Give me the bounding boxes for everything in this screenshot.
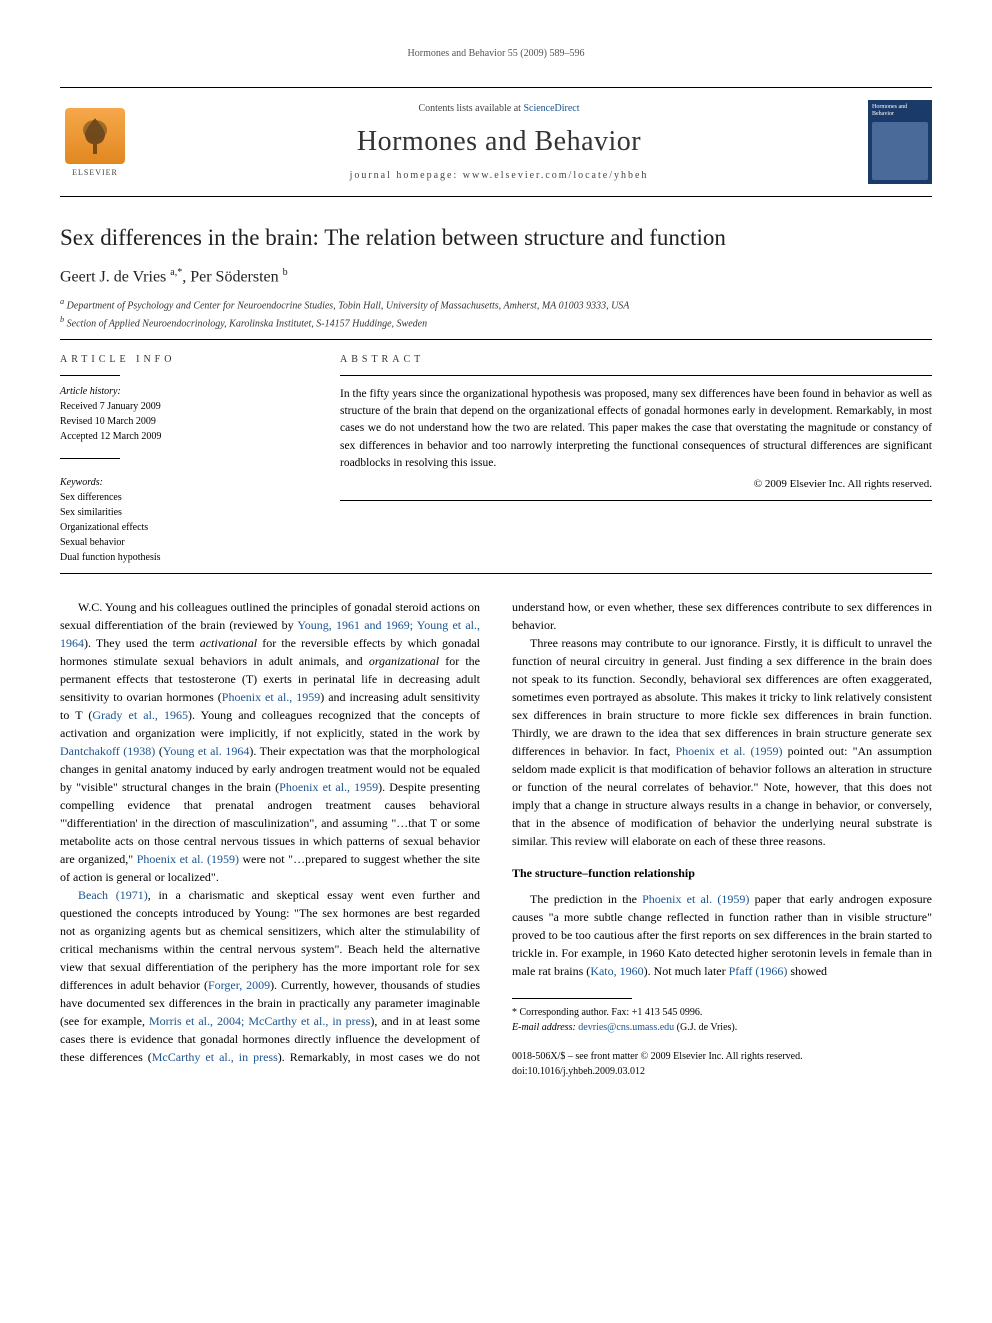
p1b: ). They used the term (84, 636, 200, 650)
contents-available-line: Contents lists available at ScienceDirec… (142, 103, 856, 114)
history-accepted: Accepted 12 March 2009 (60, 429, 300, 444)
abstract-text: In the fifty years since the organizatio… (340, 386, 932, 472)
ref-phoenix-5[interactable]: Phoenix et al. (1959) (642, 892, 749, 906)
keyword-2: Sex similarities (60, 505, 300, 520)
author-2-marks: b (283, 267, 288, 278)
p2a: , in a charismatic and skeptical essay w… (60, 888, 480, 992)
ref-phoenix-3[interactable]: Phoenix et al. (1959) (137, 852, 239, 866)
homepage-label: journal homepage: (350, 170, 463, 181)
homepage-url: www.elsevier.com/locate/yhbeh (463, 170, 649, 181)
p3a: Three reasons may contribute to our igno… (512, 636, 932, 758)
history-received: Received 7 January 2009 (60, 399, 300, 414)
article-info-label: ARTICLE INFO (60, 354, 300, 365)
ref-grady[interactable]: Grady et al., 1965 (92, 708, 188, 722)
body-text: W.C. Young and his colleagues outlined t… (60, 598, 932, 1079)
affiliation-a-text: Department of Psychology and Center for … (67, 301, 630, 312)
abstract-divider (340, 375, 932, 376)
p4c: ). Not much later (644, 964, 729, 978)
ref-mccarthy[interactable]: McCarthy et al., in press (152, 1050, 278, 1064)
corr-email-line: E-mail address: devries@cns.umass.edu (G… (512, 1020, 932, 1035)
affiliation-b: b Section of Applied Neuroendocrinology,… (60, 314, 932, 331)
ref-phoenix-2[interactable]: Phoenix et al., 1959 (279, 780, 378, 794)
history-revised: Revised 10 March 2009 (60, 414, 300, 429)
keyword-1: Sex differences (60, 490, 300, 505)
issn-line: 0018-506X/$ – see front matter © 2009 El… (512, 1049, 932, 1064)
rule-below-info (60, 573, 932, 574)
ref-forger[interactable]: Forger, 2009 (208, 978, 270, 992)
ref-young-2[interactable]: Young et al. 1964 (163, 744, 249, 758)
ref-phoenix-1[interactable]: Phoenix et al., 1959 (222, 690, 321, 704)
email-link[interactable]: devries@cns.umass.edu (578, 1022, 674, 1033)
p1-it1: activational (200, 636, 257, 650)
article-history-head: Article history: (60, 386, 300, 397)
running-header: Hormones and Behavior 55 (2009) 589–596 (60, 48, 932, 59)
journal-homepage-line: journal homepage: www.elsevier.com/locat… (142, 170, 856, 181)
corresponding-author: * Corresponding author. Fax: +1 413 545 … (512, 1005, 932, 1035)
elsevier-logo: ELSEVIER (60, 102, 130, 182)
footer-rule (512, 998, 632, 999)
rule-above-info (60, 339, 932, 340)
author-2: Per Södersten (190, 268, 278, 285)
keywords-head: Keywords: (60, 477, 300, 488)
doi-line: doi:10.1016/j.yhbeh.2009.03.012 (512, 1064, 932, 1079)
abstract-block: ABSTRACT In the fifty years since the or… (340, 354, 932, 565)
cover-thumb-image (872, 122, 928, 180)
p4a: The prediction in the (530, 892, 642, 906)
journal-cover-thumb: Hormones and Behavior (868, 100, 932, 184)
article-info-block: ARTICLE INFO Article history: Received 7… (60, 354, 300, 565)
footer-zone: * Corresponding author. Fax: +1 413 545 … (512, 998, 932, 1079)
body-p4: The prediction in the Phoenix et al. (19… (512, 890, 932, 980)
affiliations: a Department of Psychology and Center fo… (60, 296, 932, 331)
keyword-5: Dual function hypothesis (60, 550, 300, 565)
info-divider-1 (60, 375, 120, 376)
elsevier-tree-icon (65, 108, 125, 164)
abstract-copyright: © 2009 Elsevier Inc. All rights reserved… (340, 478, 932, 490)
cover-thumb-title: Hormones and Behavior (872, 104, 928, 118)
article-title: Sex differences in the brain: The relati… (60, 225, 932, 251)
ref-phoenix-4[interactable]: Phoenix et al. (1959) (675, 744, 782, 758)
p3b: pointed out: "An assumption seldom made … (512, 744, 932, 848)
ref-pfaff[interactable]: Pfaff (1966) (729, 964, 788, 978)
section-head-structure-function: The structure–function relationship (512, 864, 932, 882)
author-1-marks: a,* (170, 267, 182, 278)
body-p3: Three reasons may contribute to our igno… (512, 634, 932, 850)
keyword-4: Sexual behavior (60, 535, 300, 550)
corr-fax: * Corresponding author. Fax: +1 413 545 … (512, 1005, 932, 1020)
abstract-label: ABSTRACT (340, 354, 932, 365)
elsevier-wordmark: ELSEVIER (72, 168, 118, 177)
ref-morris[interactable]: Morris et al., 2004; McCarthy et al., in… (149, 1014, 370, 1028)
ref-kato[interactable]: Kato, 1960 (590, 964, 643, 978)
affiliation-b-text: Section of Applied Neuroendocrinology, K… (67, 318, 427, 329)
contents-prefix: Contents lists available at (418, 103, 523, 114)
info-divider-2 (60, 458, 120, 459)
journal-name: Hormones and Behavior (142, 126, 856, 158)
p1g: ( (155, 744, 163, 758)
affiliation-a: a Department of Psychology and Center fo… (60, 296, 932, 313)
author-1: Geert J. de Vries (60, 268, 166, 285)
ref-beach[interactable]: Beach (1971) (78, 888, 148, 902)
email-label: E-mail address: (512, 1022, 576, 1033)
keyword-3: Organizational effects (60, 520, 300, 535)
journal-banner: ELSEVIER Contents lists available at Sci… (60, 87, 932, 197)
p4d: showed (787, 964, 827, 978)
body-p1: W.C. Young and his colleagues outlined t… (60, 598, 480, 886)
email-paren: (G.J. de Vries). (677, 1022, 738, 1033)
ref-dantchakoff[interactable]: Dantchakoff (1938) (60, 744, 155, 758)
p1-it2: organizational (369, 654, 439, 668)
authors-line: Geert J. de Vries a,*, Per Södersten b (60, 267, 932, 286)
doi-block: 0018-506X/$ – see front matter © 2009 El… (512, 1049, 932, 1079)
abstract-bottom-rule (340, 500, 932, 501)
sciencedirect-link[interactable]: ScienceDirect (523, 103, 579, 114)
